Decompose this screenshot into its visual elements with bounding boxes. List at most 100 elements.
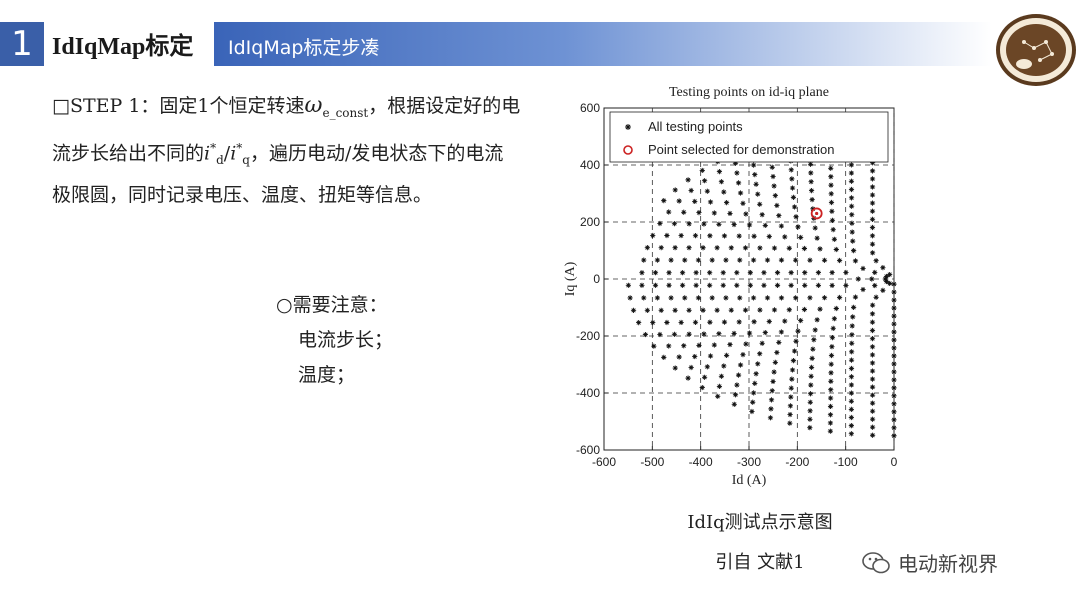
data-point — [869, 241, 876, 247]
data-point — [807, 425, 813, 431]
data-point — [789, 376, 795, 382]
y-tick-label: 200 — [580, 215, 600, 229]
data-point — [791, 348, 798, 354]
watermark: 电动新视界 — [862, 548, 998, 577]
data-point — [801, 245, 808, 252]
data-point — [793, 338, 799, 344]
section-title: IdIqMap标定 — [52, 34, 194, 60]
data-point — [869, 344, 876, 350]
data-point — [848, 374, 855, 380]
data-point — [869, 233, 876, 239]
data-point — [696, 209, 702, 216]
data-point — [849, 220, 855, 226]
data-point — [757, 245, 763, 251]
data-point — [821, 295, 828, 301]
data-point — [778, 295, 785, 301]
data-point — [793, 257, 799, 263]
data-point — [740, 352, 746, 358]
data-point — [869, 336, 876, 342]
data-point — [682, 257, 688, 263]
data-point — [793, 295, 799, 301]
data-point — [700, 245, 706, 251]
data-point — [817, 306, 823, 312]
data-point — [679, 270, 686, 276]
data-point — [753, 371, 759, 377]
data-point — [821, 257, 828, 263]
data-point — [790, 194, 797, 200]
data-point — [707, 270, 713, 276]
data-point — [869, 224, 876, 231]
data-point — [810, 346, 816, 352]
data-point — [798, 317, 804, 324]
data-point — [668, 257, 674, 263]
data-point — [891, 353, 897, 359]
data-point — [728, 307, 734, 313]
data-point — [743, 211, 749, 217]
data-point — [704, 364, 710, 370]
data-point — [828, 361, 834, 367]
y-tick-label: -200 — [576, 329, 600, 343]
data-point — [891, 321, 897, 327]
data-point — [802, 270, 808, 276]
data-point — [685, 177, 691, 183]
data-point — [869, 327, 876, 334]
data-point — [860, 265, 866, 272]
data-point — [891, 281, 897, 287]
data-point — [666, 343, 672, 349]
data-point — [848, 398, 854, 404]
legend-label-all: All testing points — [648, 119, 743, 134]
data-point — [753, 181, 759, 187]
note-item: 电流步长； — [298, 329, 394, 351]
data-point — [732, 392, 739, 398]
data-point — [848, 423, 854, 429]
data-point — [757, 307, 763, 313]
data-point — [692, 319, 699, 325]
data-point — [828, 191, 834, 197]
data-point — [808, 179, 814, 185]
data-point — [850, 238, 856, 244]
data-point — [808, 382, 814, 388]
data-point — [699, 167, 705, 174]
data-point — [666, 282, 672, 288]
data-point — [731, 221, 737, 228]
data-point — [829, 344, 835, 350]
data-point — [801, 306, 808, 313]
data-point — [807, 399, 813, 405]
data-point — [772, 359, 778, 365]
selected-point — [810, 207, 823, 220]
data-point — [716, 383, 723, 390]
data-point — [891, 409, 897, 415]
data-point — [666, 209, 672, 215]
data-point — [828, 378, 834, 384]
data-point — [830, 325, 836, 331]
data-point — [869, 176, 876, 182]
data-point — [791, 204, 798, 210]
data-point — [869, 384, 876, 390]
data-point — [831, 236, 837, 242]
subtitle-bar — [214, 22, 992, 66]
data-point — [774, 202, 780, 209]
data-point — [707, 353, 714, 359]
data-point — [798, 234, 804, 241]
data-point — [734, 382, 740, 388]
data-point — [870, 302, 876, 308]
legend-marker-all — [625, 124, 631, 130]
data-point — [743, 341, 749, 347]
data-point — [759, 212, 765, 218]
data-point — [644, 245, 650, 251]
data-point — [641, 257, 647, 263]
data-point — [770, 378, 776, 385]
data-point — [651, 343, 657, 349]
data-point — [891, 329, 897, 335]
data-point — [808, 364, 815, 371]
data-point — [887, 271, 893, 278]
data-point — [695, 257, 702, 263]
data-point — [869, 376, 876, 382]
x-tick-label: -300 — [737, 455, 761, 469]
data-point — [686, 221, 692, 227]
data-point — [671, 331, 678, 337]
data-point — [870, 432, 876, 438]
y-tick-label: 400 — [580, 158, 600, 172]
data-point — [771, 183, 777, 189]
data-point — [750, 295, 757, 301]
